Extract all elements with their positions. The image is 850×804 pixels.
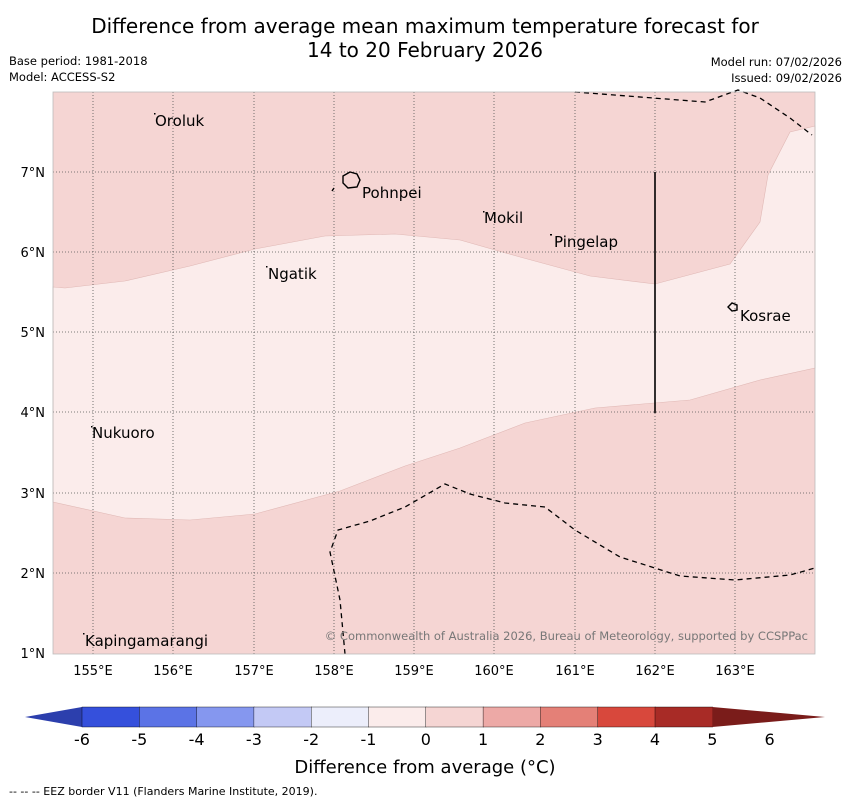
kosrae-island <box>727 302 738 312</box>
lon-label: 159°E <box>394 664 434 679</box>
place-label-oroluk: Oroluk <box>155 112 204 130</box>
lon-label: 161°E <box>555 664 595 679</box>
issued-date: Issued: 09/02/2026 <box>731 71 842 85</box>
title-line-2: 14 to 20 February 2026 <box>307 38 543 62</box>
anomaly-band-0-1 <box>52 125 816 521</box>
longitude-labels: 155°E 156°E 157°E 158°E 159°E 160°E 161°… <box>73 664 755 679</box>
colorbar-segment <box>311 706 370 728</box>
colorbar-tick-label: 2 <box>535 730 546 749</box>
place-label-kapingamarangi: Kapingamarangi <box>85 632 208 650</box>
lon-label: 157°E <box>234 664 274 679</box>
place-label-kosrae: Kosrae <box>740 307 791 325</box>
lat-label: 3°N <box>21 487 46 502</box>
colorbar-title: Difference from average (°C) <box>294 757 556 778</box>
latitude-labels: 7°N 6°N 5°N 4°N 3°N 2°N 1°N <box>21 166 46 662</box>
colorbar-tick-label: -3 <box>245 730 262 749</box>
place-label-nukuoro: Nukuoro <box>92 424 155 442</box>
lat-label: 4°N <box>21 406 46 421</box>
colorbar-arrow-low <box>25 707 82 727</box>
colorbar-arrow-high <box>712 707 825 727</box>
colorbar-tick-label: 0 <box>420 730 431 749</box>
colorbar-segment <box>482 706 542 728</box>
colorbar-segment <box>81 706 140 728</box>
colorbar-tick-label: -4 <box>188 730 205 749</box>
place-label-pohnpei: Pohnpei <box>362 184 422 202</box>
pohnpei-island <box>342 171 361 189</box>
colorbar-tick-label: 6 <box>764 730 775 749</box>
title-line-1: Difference from average mean maximum tem… <box>91 14 759 38</box>
model-name: Model: ACCESS-S2 <box>9 70 116 84</box>
map-frame <box>52 91 816 655</box>
colorbar-segment <box>368 706 427 728</box>
place-label-mokil: Mokil <box>484 209 523 227</box>
lat-label: 1°N <box>21 647 46 662</box>
eez-legend-note: -- -- -- EEZ border V11 (Flanders Marine… <box>9 785 318 798</box>
colorbar-segment <box>425 706 484 728</box>
base-period: Base period: 1981-2018 <box>9 54 148 68</box>
colorbar-segment <box>196 706 255 728</box>
lat-label: 5°N <box>21 326 46 341</box>
colorbar-tick-label: 1 <box>478 730 489 749</box>
lon-label: 155°E <box>73 664 113 679</box>
model-run: Model run: 07/02/2026 <box>710 55 842 69</box>
colorbar-segment <box>654 706 713 728</box>
lon-label: 163°E <box>715 664 755 679</box>
colorbar-tick-label: 3 <box>592 730 603 749</box>
pohnpei-islet <box>331 187 335 192</box>
colorbar-segment <box>540 706 599 728</box>
lat-label: 2°N <box>21 567 46 582</box>
eez-borders <box>329 89 816 655</box>
lon-label: 158°E <box>314 664 354 679</box>
colorbar-tick-label: -1 <box>360 730 377 749</box>
place-labels: Oroluk Pohnpei Mokil Pingelap Ngatik Kos… <box>85 112 791 650</box>
lat-label: 7°N <box>21 166 46 181</box>
colorbar-tick-label: -6 <box>74 730 90 749</box>
colorbar-tick-label: 5 <box>707 730 718 749</box>
colorbar-segment <box>253 706 312 728</box>
lon-label: 156°E <box>153 664 193 679</box>
lat-label: 6°N <box>21 246 46 261</box>
colorbar-tick-label: -5 <box>131 730 148 749</box>
atoll-markers <box>83 113 552 635</box>
place-label-pingelap: Pingelap <box>554 233 618 251</box>
colorbar-tick-label: 4 <box>649 730 661 749</box>
colorbar-segment <box>597 706 656 728</box>
colorbar-segment <box>139 706 198 728</box>
colorbar <box>25 706 825 728</box>
place-label-ngatik: Ngatik <box>268 265 317 283</box>
lon-label: 162°E <box>635 664 675 679</box>
lon-label: 160°E <box>474 664 514 679</box>
copyright-notice: © Commonwealth of Australia 2026, Bureau… <box>325 629 808 643</box>
colorbar-tick-label: -2 <box>303 730 320 749</box>
graticule <box>53 92 815 654</box>
